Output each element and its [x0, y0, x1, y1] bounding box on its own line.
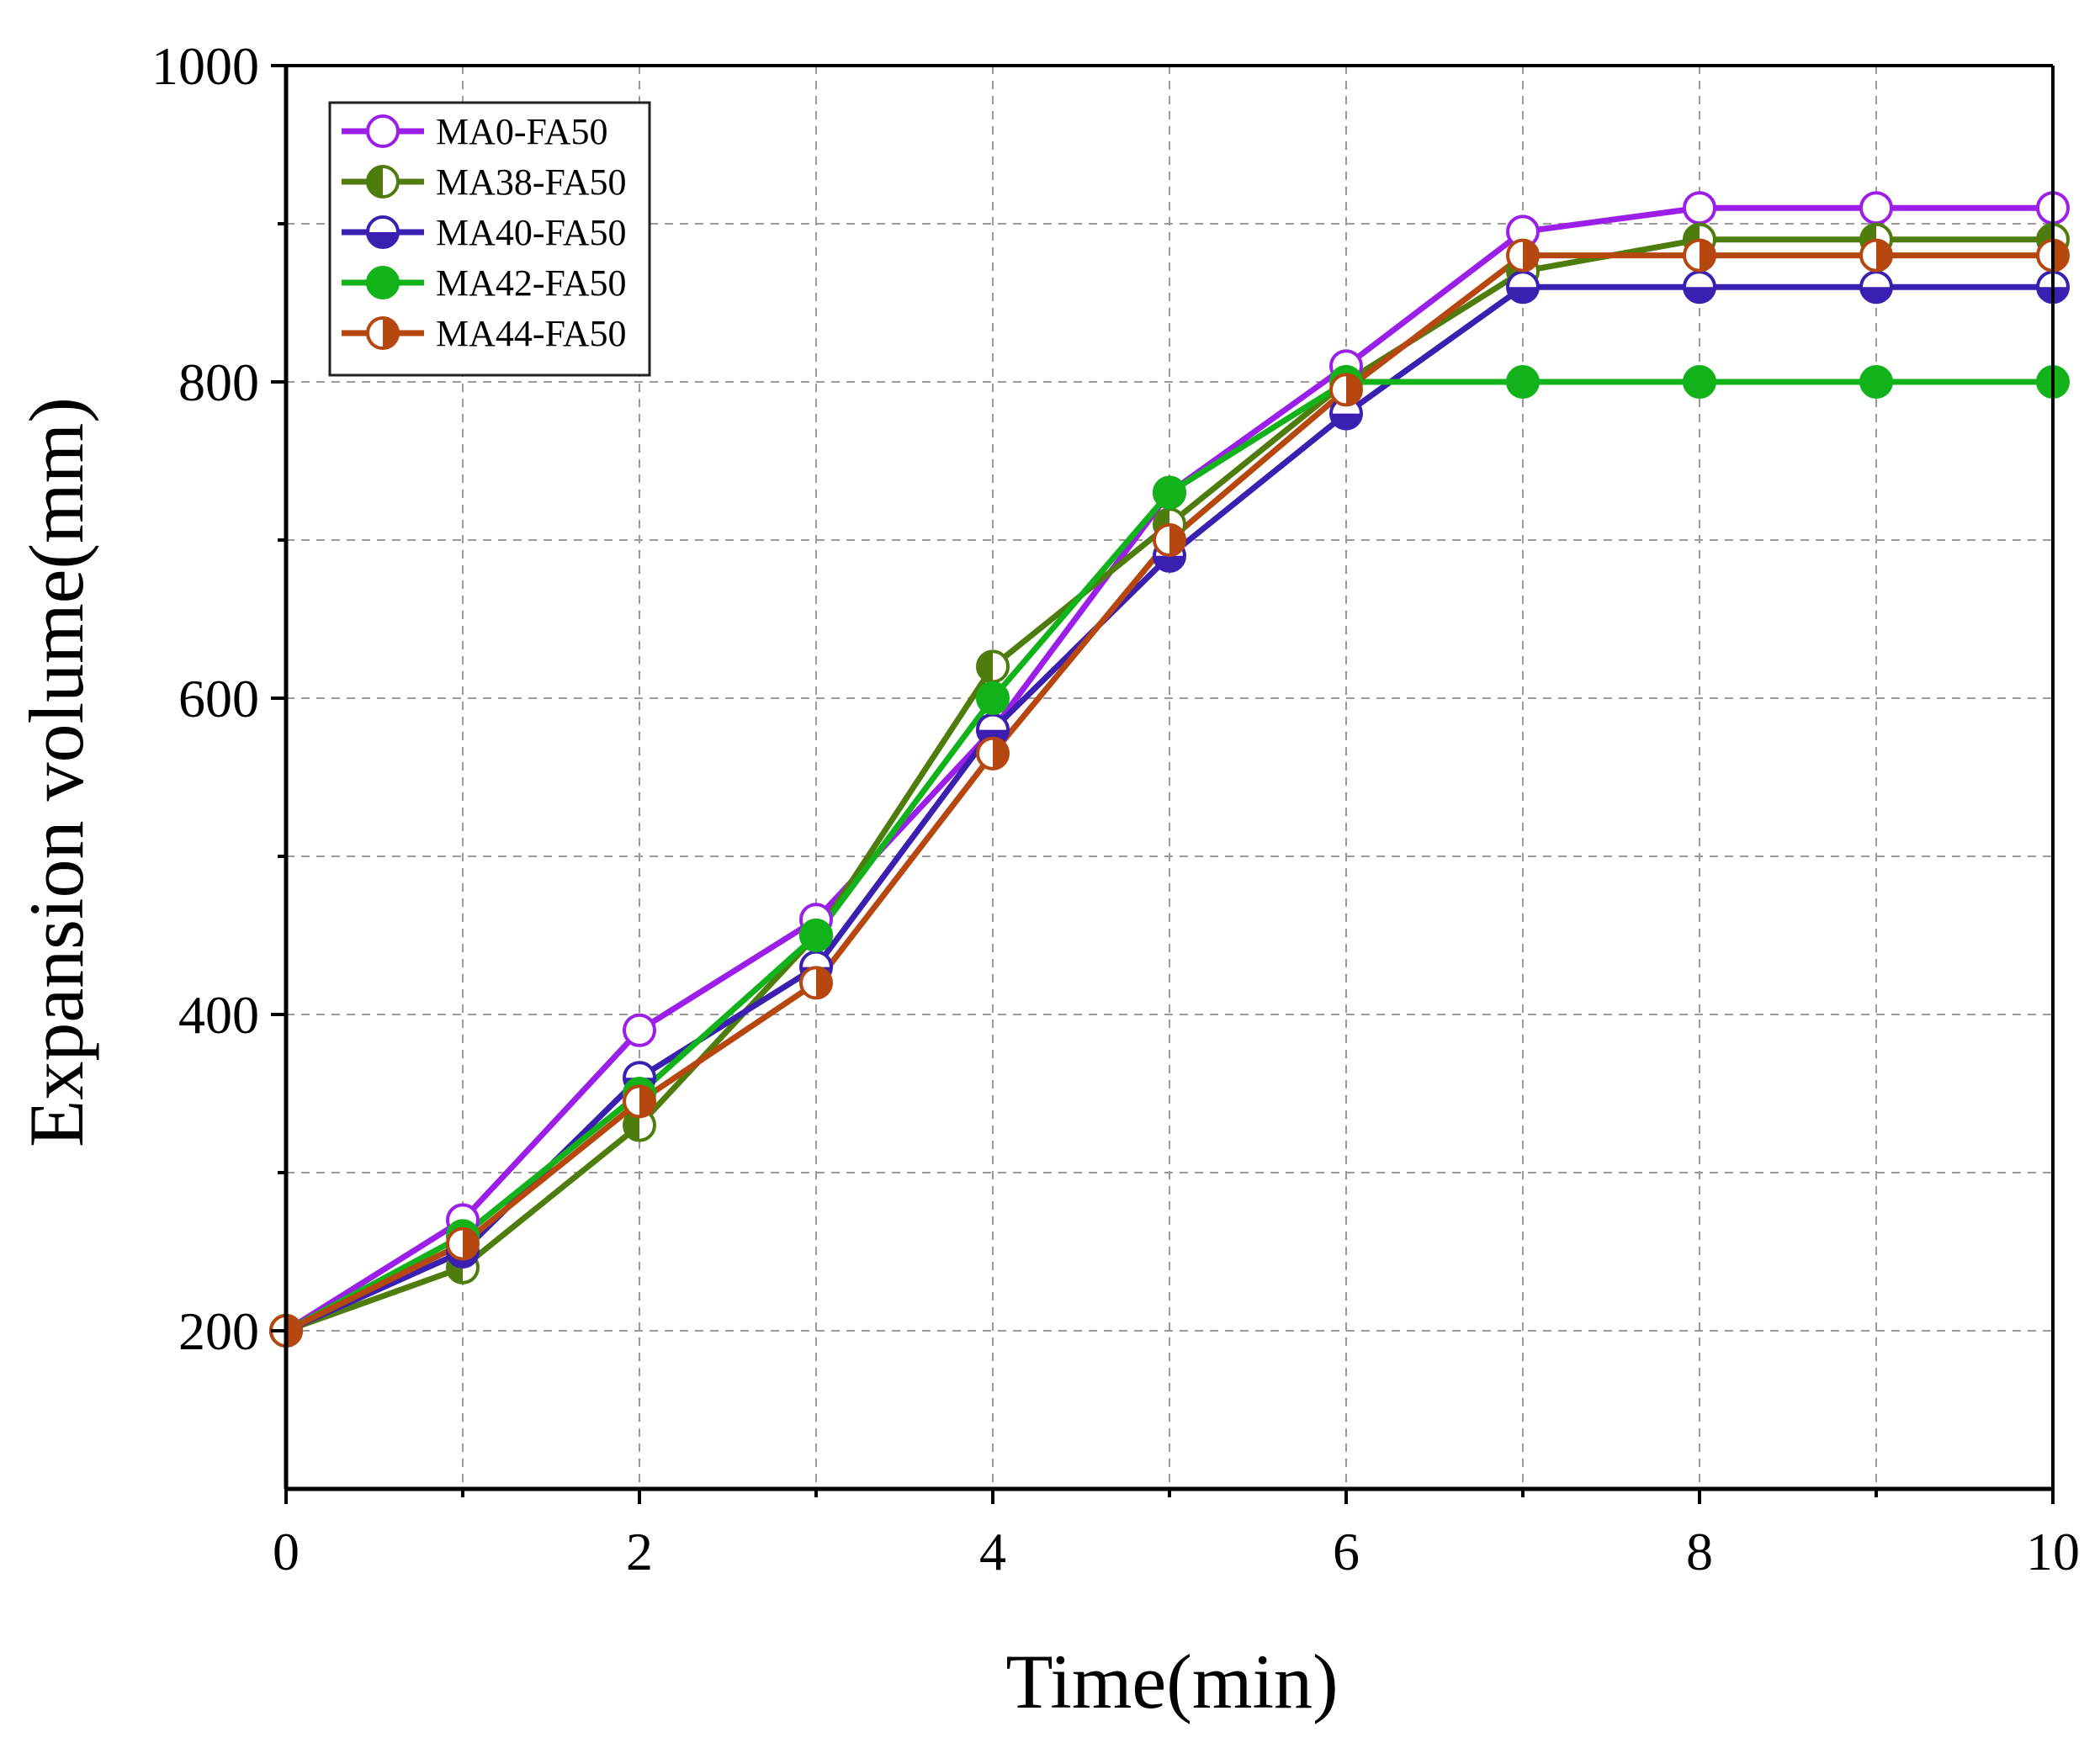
- data-point-MA44-FA50-6-fill: [1346, 374, 1362, 405]
- legend-marker: [366, 316, 400, 350]
- data-point-MA42-FA50-7: [1506, 365, 1540, 399]
- y-tick-label: 400: [178, 985, 259, 1045]
- data-point-MA44-FA50-1: [446, 1226, 480, 1261]
- data-point-MA44-FA50-6: [1329, 373, 1363, 407]
- data-point-MA44-FA50-8: [1683, 238, 1716, 273]
- axes: [271, 64, 2055, 1504]
- data-point-MA40-FA50-5-fill: [1154, 555, 1185, 571]
- data-point-MA44-FA50-0-fill: [286, 1316, 301, 1346]
- x-tick-label: 8: [1686, 1522, 1713, 1581]
- x-tick-label: 2: [626, 1522, 653, 1581]
- data-point-MA0-FA50-9: [1859, 191, 1893, 225]
- data-point-MA44-FA50-1-fill: [463, 1228, 478, 1259]
- data-point-MA44-FA50-3: [799, 966, 833, 1000]
- legend-label: MA44-FA50: [436, 313, 627, 354]
- legend-item: MA0-FA50: [342, 111, 608, 152]
- legend-label: MA38-FA50: [436, 162, 627, 203]
- data-point-MA40-FA50-6-fill: [1331, 413, 1361, 429]
- legend-marker-ring: [366, 266, 400, 299]
- legend-item: MA42-FA50: [342, 262, 627, 304]
- x-tick-label: 0: [273, 1522, 300, 1581]
- data-point-MA44-FA50-2-fill: [639, 1086, 655, 1117]
- data-point-MA40-FA50-9: [1859, 270, 1893, 305]
- data-point-MA40-FA50-7-fill: [1508, 287, 1538, 303]
- data-point-MA42-FA50-8-ring: [1683, 365, 1716, 399]
- data-point-MA44-FA50-2: [623, 1084, 656, 1119]
- data-point-MA42-FA50-3-ring: [799, 919, 833, 952]
- data-point-MA42-FA50-9-ring: [1859, 365, 1893, 399]
- data-point-MA40-FA50-8: [1683, 270, 1716, 305]
- legend-marker: [366, 114, 400, 148]
- legend-item: MA44-FA50: [342, 313, 627, 354]
- x-tick-label: 10: [2026, 1522, 2080, 1581]
- y-tick-label: 600: [178, 669, 259, 728]
- data-point-MA40-FA50-9-fill: [1861, 287, 1891, 303]
- data-point-MA42-FA50-4-ring: [976, 681, 1010, 715]
- y-axis-title: Expansion volume(mm): [13, 397, 99, 1147]
- y-tick-label: 200: [178, 1301, 259, 1361]
- legend-marker-fill: [368, 167, 383, 197]
- data-point-MA42-FA50-5-ring: [1153, 475, 1186, 510]
- data-point-MA44-FA50-9: [1859, 238, 1893, 273]
- data-point-MA44-FA50-5: [1153, 523, 1186, 557]
- legend-item: MA40-FA50: [342, 212, 627, 253]
- legend-item: MA38-FA50: [342, 162, 627, 203]
- y-tick-label: 1000: [151, 36, 259, 96]
- data-point-MA44-FA50-7-fill: [1523, 240, 1538, 271]
- legend-marker-ring: [366, 114, 400, 148]
- data-point-MA44-FA50-4: [976, 736, 1010, 771]
- legend-marker: [366, 215, 400, 249]
- data-point-MA38-FA50-4-fill: [978, 651, 993, 682]
- data-point-MA44-FA50-10-fill: [2053, 240, 2068, 271]
- data-point-MA42-FA50-4: [976, 681, 1010, 715]
- data-point-MA44-FA50-5-fill: [1169, 525, 1185, 555]
- data-point-MA40-FA50-8-fill: [1684, 287, 1715, 303]
- y-tick-label: 800: [178, 352, 259, 412]
- legend-marker: [366, 266, 400, 299]
- data-point-MA44-FA50-8-fill: [1700, 240, 1715, 271]
- legend-label: MA0-FA50: [436, 111, 608, 152]
- data-point-MA44-FA50-7: [1506, 238, 1540, 273]
- data-point-MA44-FA50-3-fill: [816, 967, 831, 998]
- data-point-MA0-FA50-8: [1683, 191, 1716, 225]
- data-point-MA40-FA50-7: [1506, 270, 1540, 305]
- data-point-MA0-FA50-2-ring: [623, 1013, 656, 1047]
- legend-marker: [366, 165, 400, 199]
- data-point-MA0-FA50-8-ring: [1683, 191, 1716, 225]
- data-point-MA0-FA50-9-ring: [1859, 191, 1893, 225]
- data-point-MA38-FA50-4: [976, 649, 1010, 684]
- series-lines: [269, 191, 2070, 1348]
- x-tick-label: 6: [1333, 1522, 1360, 1581]
- data-point-MA42-FA50-3: [799, 919, 833, 952]
- data-point-MA42-FA50-7-ring: [1506, 365, 1540, 399]
- data-point-MA42-FA50-8: [1683, 365, 1716, 399]
- x-axis-title: Time(min): [1005, 1639, 1338, 1724]
- legend-marker-fill: [368, 232, 398, 247]
- legend: MA0-FA50 MA38-FA50 MA40-FA50 MA42-FA50 MA44-…: [328, 101, 651, 377]
- data-point-MA44-FA50-4-fill: [993, 738, 1008, 769]
- legend-marker-fill: [383, 318, 398, 348]
- data-point-MA44-FA50-9-fill: [1876, 240, 1891, 271]
- data-point-MA42-FA50-5: [1153, 475, 1186, 510]
- legend-label: MA40-FA50: [436, 212, 627, 253]
- data-point-MA42-FA50-9: [1859, 365, 1893, 399]
- tick-labels: 0 2 4 6 8 10 200 400 600 800 1000: [151, 36, 2080, 1581]
- legend-label: MA42-FA50: [436, 262, 627, 304]
- data-point-MA0-FA50-2: [623, 1013, 656, 1047]
- x-tick-label: 4: [979, 1522, 1006, 1581]
